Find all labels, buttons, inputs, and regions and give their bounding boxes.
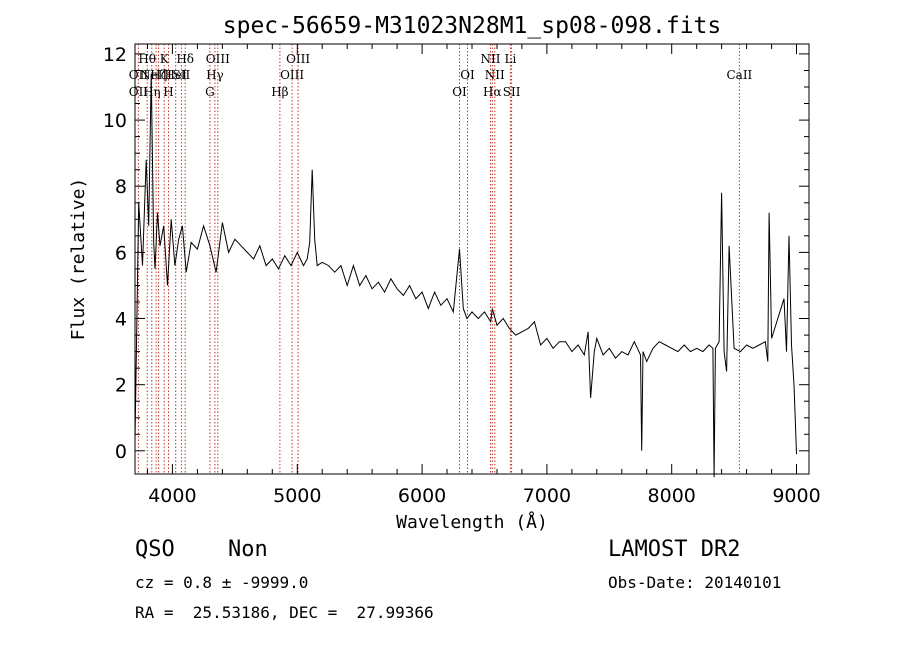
line-label-hζ: Hζ bbox=[150, 68, 167, 82]
y-tick-label: 0 bbox=[115, 441, 127, 463]
line-label-oi: OI bbox=[460, 68, 475, 82]
emission-line-markers bbox=[137, 44, 740, 474]
line-label-hδ: Hδ bbox=[176, 52, 194, 66]
line-label-oiii: OIII bbox=[280, 68, 304, 82]
y-axis: 0 2 4 6 8 10 12 bbox=[103, 44, 809, 463]
chart-title: spec-56659-M31023N28M1_sp08-098.fits bbox=[223, 13, 722, 39]
spectrum-line bbox=[134, 73, 797, 478]
y-tick-label: 8 bbox=[115, 176, 127, 198]
line-label-oiii: OIII bbox=[206, 52, 230, 66]
y-tick-label: 10 bbox=[103, 110, 127, 132]
x-axis: 4000 5000 6000 7000 8000 9000 bbox=[147, 44, 821, 507]
x-tick-label: 8000 bbox=[648, 485, 696, 507]
line-label-hγ: Hγ bbox=[206, 68, 224, 82]
line-label-hei: HeI bbox=[165, 68, 188, 82]
x-tick-label: 5000 bbox=[273, 485, 321, 507]
spectral-subclass: Non bbox=[228, 537, 268, 562]
x-axis-label: Wavelength (Å) bbox=[396, 511, 548, 533]
y-tick-label: 2 bbox=[115, 375, 127, 397]
spectral-class: QSO bbox=[135, 537, 175, 562]
survey-name: LAMOST DR2 bbox=[608, 537, 741, 562]
line-label-g: G bbox=[205, 85, 215, 99]
plot-frame bbox=[134, 43, 810, 475]
line-label-hθ: Hθ bbox=[138, 52, 156, 66]
line-label-oii: OII bbox=[129, 68, 149, 82]
line-label-oiii: OIII bbox=[286, 52, 310, 66]
line-label-sii: SII bbox=[173, 68, 191, 82]
x-tick-label: 6000 bbox=[398, 485, 446, 507]
x-tick-label: 4000 bbox=[148, 485, 196, 507]
y-tick-label: 4 bbox=[115, 309, 127, 331]
line-label-oi: OI bbox=[452, 85, 467, 99]
line-label-k: K bbox=[160, 52, 170, 66]
line-label-hβ: Hβ bbox=[271, 85, 288, 99]
line-label-nii: NII bbox=[485, 68, 505, 82]
coordinates: RA = 25.53186, DEC = 27.99366 bbox=[135, 603, 434, 622]
line-label-caii: CaII bbox=[726, 68, 752, 82]
y-axis-label: Flux (relative) bbox=[68, 178, 89, 341]
x-tick-label: 9000 bbox=[772, 485, 820, 507]
line-label-nii: NII bbox=[481, 52, 501, 66]
observation-date: Obs-Date: 20140101 bbox=[608, 573, 782, 592]
line-label-hα: Hα bbox=[483, 85, 502, 99]
line-label-neiii: NeIII bbox=[140, 68, 172, 82]
line-label-h: H bbox=[163, 85, 173, 99]
y-tick-label: 6 bbox=[115, 242, 127, 264]
y-tick-label: 12 bbox=[103, 44, 127, 66]
redshift-cz: cz = 0.8 ± -9999.0 bbox=[135, 573, 309, 592]
x-tick-label: 7000 bbox=[523, 485, 571, 507]
line-label-li: Li bbox=[504, 52, 516, 66]
line-label-oii: OII bbox=[129, 85, 149, 99]
line-label-sii: SII bbox=[503, 85, 521, 99]
